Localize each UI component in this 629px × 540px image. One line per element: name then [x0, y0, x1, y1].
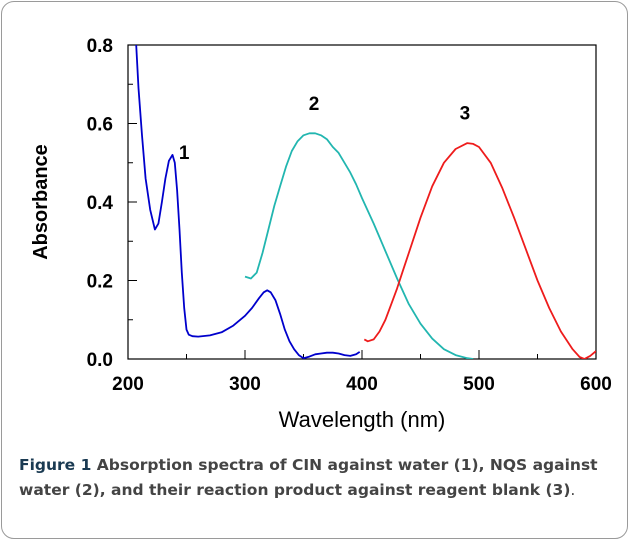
caption-text: Absorption spectra of CIN against water … — [19, 456, 598, 499]
x-tick-label: 500 — [463, 374, 495, 395]
series-line-3 — [363, 142, 596, 359]
y-tick-label: 0.6 — [87, 115, 113, 136]
y-tick-label: 0.2 — [87, 272, 113, 293]
figure-caption: Figure 1 Absorption spectra of CIN again… — [19, 453, 615, 503]
x-tick-label: 600 — [580, 374, 612, 395]
figure-label: Figure 1 — [19, 456, 92, 474]
curve-label: 1 — [179, 143, 190, 164]
series-line-2 — [244, 132, 474, 359]
x-tick-label: 300 — [229, 374, 261, 395]
x-tick-label: 400 — [346, 374, 378, 395]
plot-border — [127, 44, 597, 360]
y-axis-title: Absorbance — [30, 144, 52, 260]
y-tick-label: 0.8 — [87, 36, 113, 57]
x-tick-label: 200 — [112, 374, 144, 395]
curve-label: 2 — [309, 94, 320, 115]
series-line-1 — [135, 45, 361, 359]
x-axis-title: Wavelength (nm) — [279, 407, 446, 432]
curve-label: 3 — [460, 104, 471, 125]
y-tick-label: 0.0 — [87, 350, 113, 371]
y-tick-label: 0.4 — [87, 193, 114, 214]
caption-end: . — [570, 481, 576, 499]
absorbance-chart: 200 300 400 500 600 0.0 0.2 0.4 0.6 0.8 Wavelength… — [30, 36, 612, 432]
